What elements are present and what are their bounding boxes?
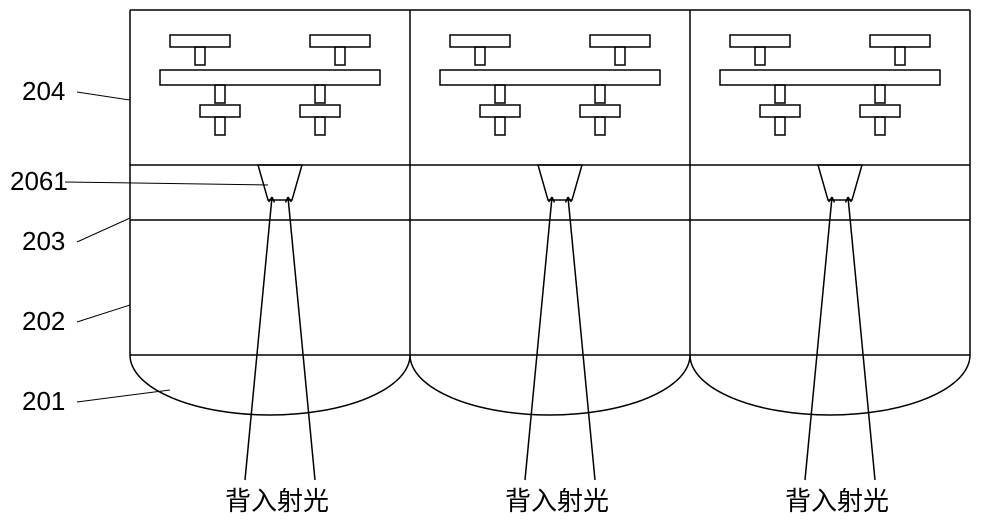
- callout-label: 201: [22, 386, 65, 416]
- callout-label: 203: [22, 226, 65, 256]
- callout-label: 204: [22, 76, 65, 106]
- incident-light-label: 背入射光: [225, 486, 329, 516]
- schematic-diagram: 204 2061 203 202 201 背入射光 背入射光 背入射光: [0, 0, 1000, 521]
- incident-light-label: 背入射光: [785, 486, 889, 516]
- callout-label: 202: [22, 306, 65, 336]
- diagram-svg: 204 2061 203 202 201 背入射光 背入射光 背入射光: [0, 0, 1000, 521]
- callout-label: 2061: [10, 166, 68, 196]
- incident-light-label: 背入射光: [505, 486, 609, 516]
